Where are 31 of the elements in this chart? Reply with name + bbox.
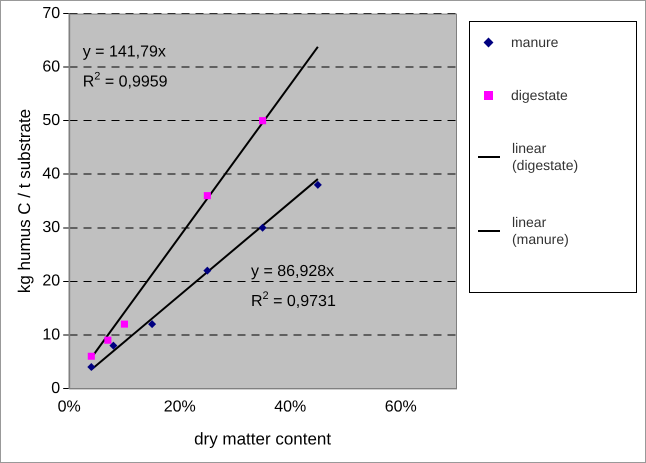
- y-axis-title: kg humus C / t substrate: [14, 108, 34, 294]
- x-axis-title: dry matter content: [194, 429, 332, 448]
- y-tick-label: 50: [42, 112, 60, 130]
- y-tick-label: 10: [42, 326, 60, 344]
- y-tick-label: 70: [42, 5, 60, 22]
- annotation: y = 141,79x: [82, 44, 166, 61]
- point: [203, 266, 212, 275]
- y-tick-label: 20: [42, 272, 60, 290]
- point: [87, 362, 96, 371]
- y-tick-label: 40: [42, 166, 60, 183]
- legend-label: linear (manure): [512, 214, 570, 248]
- point: [148, 320, 156, 328]
- annotation: y = 86,928x: [250, 262, 334, 280]
- y-tick-label: 60: [42, 58, 60, 76]
- point: [109, 342, 118, 350]
- point: [88, 352, 95, 360]
- legend-label: manure: [511, 34, 560, 51]
- x-tick-label: 20%: [164, 398, 196, 416]
- point: [204, 192, 211, 200]
- x-tick-label: 60%: [384, 398, 417, 416]
- point: [104, 336, 112, 344]
- y-tick-label: 30: [42, 219, 60, 236]
- y-tick-label: 0: [51, 380, 60, 397]
- point: [259, 117, 266, 124]
- legend-label: linear (digestate): [512, 140, 580, 174]
- x-tick-label: 0%: [58, 398, 81, 416]
- x-tick-label: 40%: [274, 398, 306, 416]
- point: [314, 180, 322, 189]
- point: [258, 224, 267, 232]
- point: [120, 320, 128, 328]
- legend-label: digestate: [511, 87, 569, 104]
